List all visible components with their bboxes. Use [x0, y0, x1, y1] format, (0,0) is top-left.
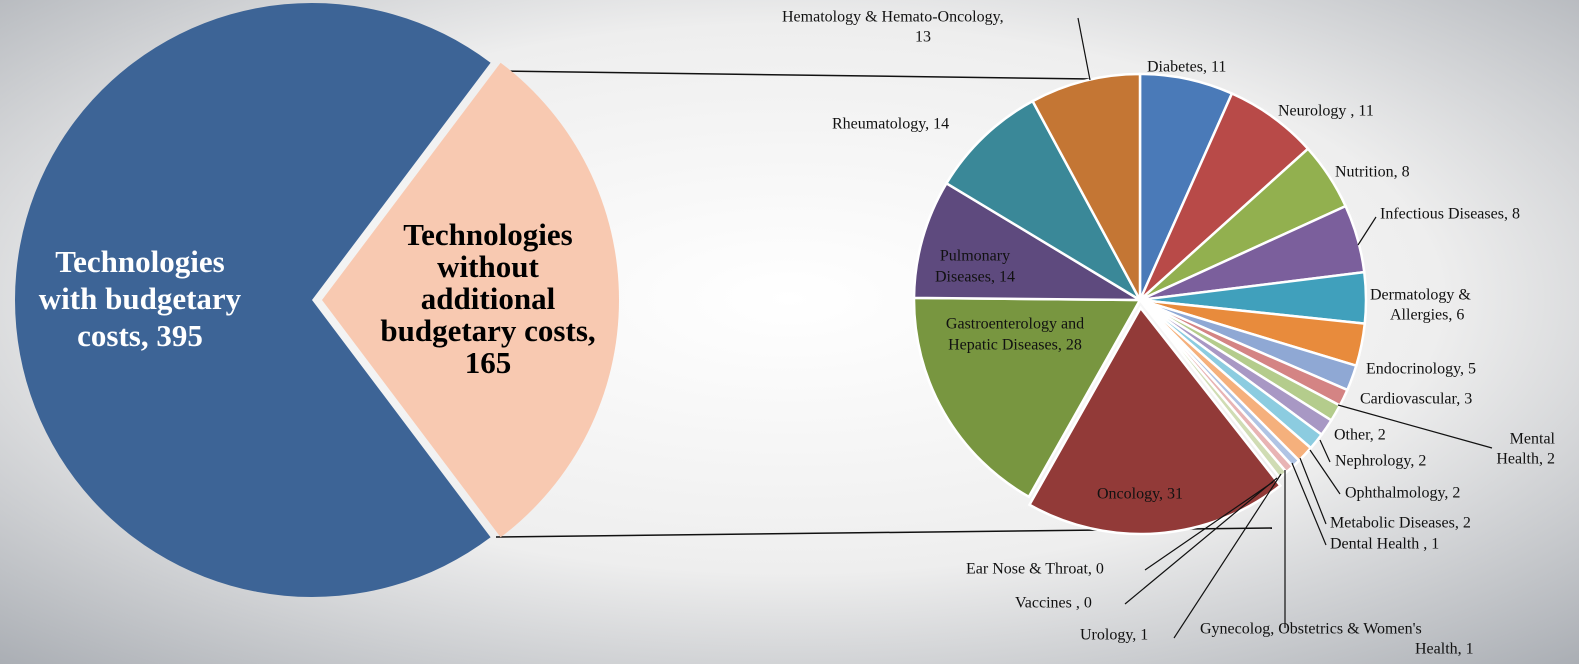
pie-slice	[1027, 305, 1283, 536]
data-label: Mental	[1510, 431, 1556, 448]
pie-slice	[322, 62, 619, 538]
data-label: Metabolic Diseases, 2	[1330, 515, 1471, 532]
data-label: Other, 2	[1334, 427, 1386, 444]
pie-slice	[14, 2, 491, 597]
data-label: Gynecolog, Obstetrics & Women's	[1200, 621, 1422, 638]
data-label: Technologies	[403, 217, 572, 252]
leader-line	[1077, 17, 1091, 81]
data-label: Nephrology, 2	[1335, 453, 1426, 470]
leader-line	[1299, 457, 1327, 525]
data-label: budgetary costs,	[380, 313, 595, 348]
data-label: without	[437, 249, 539, 284]
pie-slice	[912, 181, 1145, 302]
data-label: Allergies, 6	[1390, 307, 1464, 324]
leader-line	[1124, 477, 1278, 605]
leader-line	[1173, 473, 1282, 639]
leader-line	[1337, 404, 1493, 449]
pie-slice	[912, 296, 1143, 499]
connector-line	[495, 70, 1093, 80]
leader-line	[1291, 462, 1327, 546]
data-label: Nutrition, 8	[1335, 164, 1410, 181]
data-label: Dermatology &	[1370, 287, 1471, 304]
leader-line	[1319, 439, 1331, 463]
data-label: 13	[915, 29, 931, 46]
data-label: Dental Health , 1	[1330, 536, 1439, 553]
data-label: Vaccines , 0	[1015, 595, 1092, 612]
leader-line	[1144, 481, 1274, 571]
pie-slice	[944, 99, 1144, 304]
data-label: Pulmonary	[940, 248, 1010, 265]
pie-slice	[1030, 72, 1142, 301]
data-label: Urology, 1	[1080, 627, 1148, 644]
data-label: 165	[465, 345, 512, 380]
data-label: additional	[421, 281, 556, 316]
data-label: Hepatic Diseases, 28	[948, 337, 1082, 354]
data-label: Health, 2	[1496, 451, 1555, 468]
data-label: Neurology , 11	[1278, 103, 1374, 120]
pie-slice	[1139, 299, 1289, 480]
leader-line	[1309, 449, 1341, 495]
data-label: costs, 395	[77, 318, 203, 353]
data-label: Oncology, 31	[1097, 486, 1183, 503]
data-label: Cardiovascular, 3	[1360, 391, 1472, 408]
data-label: Health, 1	[1415, 641, 1474, 658]
data-label: Hematology & Hemato-Oncology,	[782, 9, 1004, 26]
data-label: Gastroenterology and	[946, 316, 1084, 333]
data-label: Infectious Diseases, 8	[1380, 206, 1520, 223]
data-label: Diseases, 14	[935, 269, 1015, 286]
data-label: Diabetes, 11	[1147, 59, 1226, 76]
data-label: Endocrinology, 5	[1366, 361, 1476, 378]
data-label: Ear Nose & Throat, 0	[966, 561, 1104, 578]
data-label: Technologies	[55, 244, 224, 279]
data-label: Rheumatology, 14	[832, 116, 949, 133]
data-label: Ophthalmology, 2	[1345, 485, 1460, 502]
leader-line	[1357, 216, 1377, 246]
data-label: with budgetary	[39, 281, 242, 316]
